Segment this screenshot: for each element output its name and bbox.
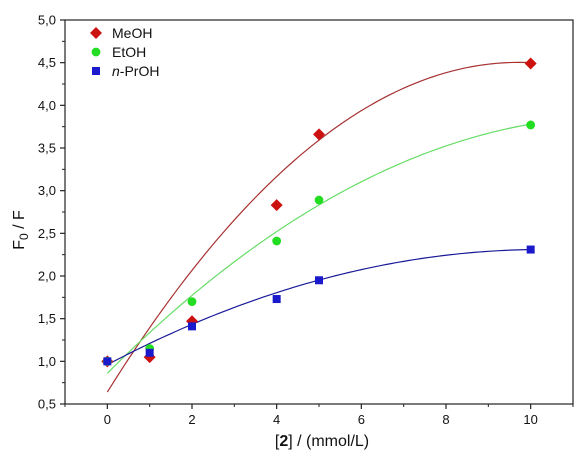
y-tick-label: 0,5 xyxy=(38,397,56,412)
legend-label-text: EtOH xyxy=(112,44,146,60)
y-tick-label: 1,0 xyxy=(38,354,56,369)
data-point-series-0 xyxy=(524,57,537,70)
x-tick-label: 4 xyxy=(273,412,280,427)
x-axis-title-open-bracket: [ xyxy=(275,433,280,450)
fit-line-series-1 xyxy=(106,123,531,374)
y-tick-label: 2,0 xyxy=(38,269,56,284)
y-tick-label: 4,5 xyxy=(38,55,56,70)
legend-label-series-0: MeOH xyxy=(112,25,152,41)
data-point-series-1 xyxy=(187,297,197,306)
data-point-series-2 xyxy=(103,357,112,366)
y-axis: 0,5 1,0 1,5 2,0 2,5 3,0 3,5 4,0 4,5 5,0 xyxy=(38,13,65,412)
data-point-series-1 xyxy=(272,236,282,246)
x-tick-label: 0 xyxy=(104,412,111,427)
y-axis-title-main: F xyxy=(11,240,28,250)
y-tick-label: 2,5 xyxy=(38,226,56,241)
legend-marker-series-2 xyxy=(92,67,100,75)
x-axis: 0 2 4 6 8 10 xyxy=(64,404,574,427)
data-point-series-1 xyxy=(526,120,536,130)
legend-marker-series-1 xyxy=(91,47,101,57)
data-point-series-2 xyxy=(188,322,196,331)
x-axis-title-close-bracket: ] xyxy=(288,433,292,450)
y-axis-title: F0 / F xyxy=(11,210,31,250)
data-point-series-2 xyxy=(272,295,281,304)
data-point-series-1 xyxy=(314,195,324,205)
data-markers xyxy=(101,57,537,368)
y-axis-title-sub: 0 xyxy=(17,233,31,240)
data-point-series-0 xyxy=(313,128,325,141)
data-point-series-2 xyxy=(315,276,323,285)
legend-label-series-2: n-PrOH xyxy=(112,63,159,79)
y-tick-label: 4,0 xyxy=(38,98,56,113)
x-tick-label: 6 xyxy=(358,412,365,427)
y-tick-label: 5,0 xyxy=(38,13,56,28)
legend-label-text: -PrOH xyxy=(120,63,160,79)
legend-label-series-1: EtOH xyxy=(112,44,146,60)
x-tick-label: 10 xyxy=(523,412,537,427)
legend-label-text: MeOH xyxy=(112,25,152,41)
data-point-series-2 xyxy=(526,245,535,254)
y-tick-label: 3,5 xyxy=(38,141,56,156)
x-tick-label: 2 xyxy=(188,412,195,427)
y-tick-label: 3,0 xyxy=(38,183,56,198)
x-axis-title: [2] / (mmol/L) xyxy=(275,433,369,450)
x-axis-title-rest: / (mmol/L) xyxy=(293,433,369,450)
y-tick-label: 1,5 xyxy=(38,311,56,326)
legend: MeOH EtOH n-PrOH xyxy=(90,25,159,79)
x-tick-label: 8 xyxy=(442,412,449,427)
data-point-series-0 xyxy=(270,199,283,212)
x-axis-title-bold: 2 xyxy=(279,433,288,450)
legend-label-italic: n xyxy=(112,63,120,79)
y-axis-title-rest: / F xyxy=(11,210,28,233)
legend-marker-series-0 xyxy=(90,27,102,39)
data-point-series-2 xyxy=(145,348,154,357)
